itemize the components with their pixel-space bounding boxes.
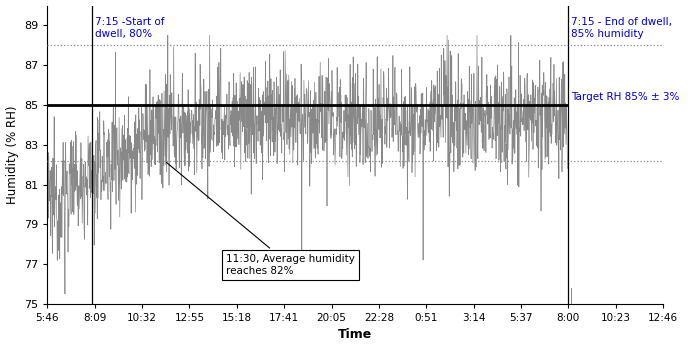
Text: 7:15 -Start of
dwell, 80%: 7:15 -Start of dwell, 80% <box>95 17 165 39</box>
Text: Target RH 85% ± 3%: Target RH 85% ± 3% <box>571 92 679 102</box>
X-axis label: Time: Time <box>338 329 372 341</box>
Y-axis label: Humidity (% RH): Humidity (% RH) <box>6 105 19 204</box>
Text: 11:30, Average humidity
reaches 82%: 11:30, Average humidity reaches 82% <box>166 162 355 276</box>
Text: 7:15 - End of dwell,
85% humidity: 7:15 - End of dwell, 85% humidity <box>571 17 672 39</box>
